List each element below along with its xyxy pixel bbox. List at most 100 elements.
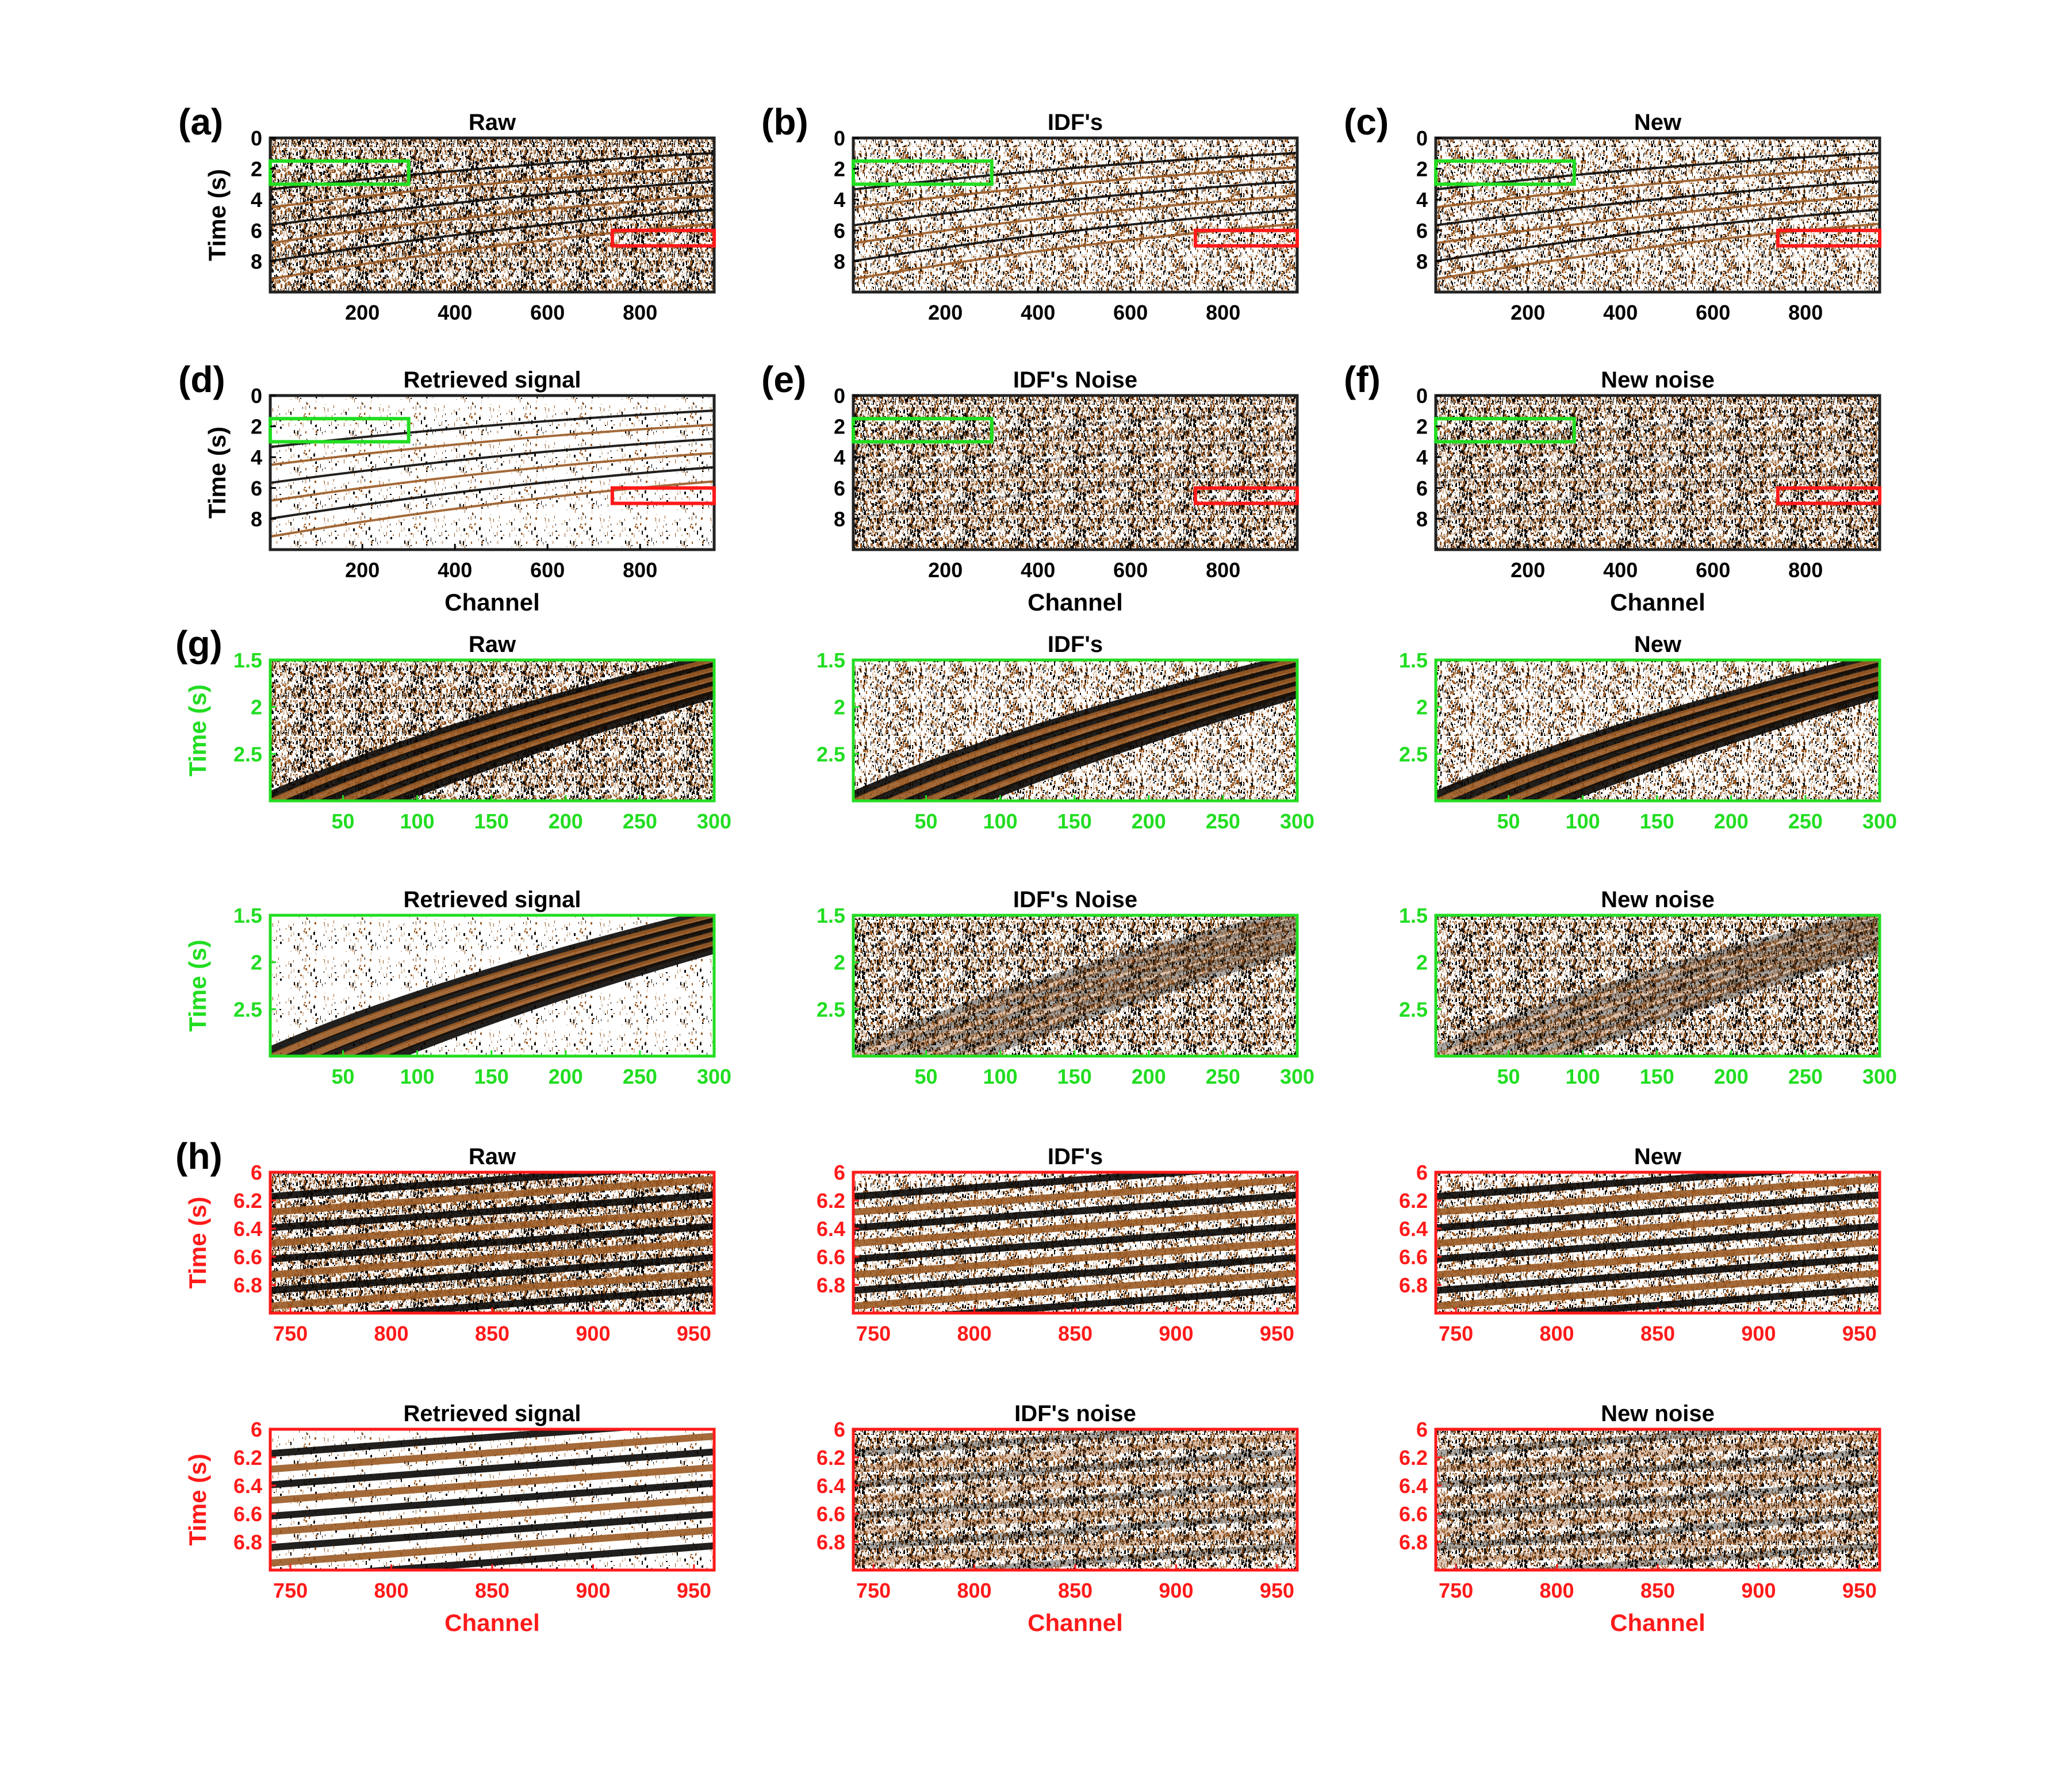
y-tick-label: 6.4 <box>1399 1217 1428 1241</box>
panel-15: 750 800 850 900 950 6 6.2 6.4 6.6 6.8 New <box>1399 1144 1881 1345</box>
reflection-event <box>1436 452 1880 502</box>
panel-8: 50 100 150 200 250 300 1.5 2 2.5 IDF's <box>816 632 1314 833</box>
y-tick-label: 2.5 <box>816 997 845 1021</box>
panel-title: IDF's <box>1048 1144 1103 1169</box>
reflection-event <box>1436 1479 1880 1520</box>
y-tick-label: 2 <box>834 158 845 181</box>
panel-18: 750 800 850 900 950 6 6.2 6.4 6.6 6.8 New noise Cha… <box>1399 1401 1881 1636</box>
x-tick-label: 200 <box>1132 809 1166 833</box>
panel-17: 750 800 850 900 950 6 6.2 6.4 6.6 6.8 IDF's noise C… <box>816 1401 1299 1636</box>
y-tick-label: 0 <box>834 126 845 150</box>
y-tick-label: 8 <box>1416 507 1428 531</box>
reflection-event <box>270 1172 645 1200</box>
x-axis-label: Channel <box>1028 589 1123 616</box>
y-tick-label: 6 <box>834 219 845 243</box>
seismic-image <box>853 915 1297 1056</box>
y-tick-label: 2 <box>834 696 845 719</box>
panel-4: 200 400 600 800 0 2 4 6 8 Retrieved signal Time (s… <box>178 359 716 616</box>
x-tick-label: 900 <box>1741 1322 1776 1345</box>
panel-13: 750 800 850 900 950 6 6.2 6.4 6.6 6.8 Raw Time (s) (… <box>175 1135 716 1345</box>
y-tick-label: 1.5 <box>1399 904 1428 927</box>
reflection-event <box>270 1479 714 1520</box>
x-tick-label: 600 <box>530 558 565 582</box>
x-tick-label: 50 <box>914 1065 937 1088</box>
reflection-event <box>270 1207 714 1247</box>
green-zoom-box <box>1434 417 1576 444</box>
y-tick-label: 6 <box>1416 1161 1428 1184</box>
x-tick-label: 100 <box>1566 1065 1600 1088</box>
reflection-event <box>853 660 1297 801</box>
panel-3: 200 400 600 800 0 2 4 6 8 New (c) <box>1344 101 1882 324</box>
seismic-image <box>853 660 1297 801</box>
reflection-event <box>923 1542 1297 1570</box>
reflection-event <box>270 466 714 520</box>
reflection-event <box>270 1254 714 1294</box>
reflection-event <box>853 466 1297 520</box>
reflection-event <box>853 915 1297 1056</box>
y-tick-label: 1.5 <box>816 649 845 672</box>
reflection-event <box>270 1448 714 1488</box>
y-tick-label: 0 <box>834 384 845 408</box>
reflection-event <box>385 945 714 1056</box>
reflection-event <box>351 936 714 1056</box>
panel-title: Retrieved signal <box>403 887 581 912</box>
x-tick-label: 800 <box>1540 1322 1574 1345</box>
x-tick-label: 750 <box>856 1579 891 1602</box>
x-tick-label: 300 <box>1280 809 1314 833</box>
panel-letter-label: (b) <box>761 101 808 143</box>
x-tick-label: 200 <box>1132 1065 1166 1088</box>
seismic-image <box>270 915 714 1056</box>
x-tick-label: 150 <box>1057 1065 1092 1088</box>
y-tick-label: 2 <box>1416 951 1428 974</box>
reflection-event <box>270 1433 714 1473</box>
y-tick-label: 6.6 <box>1399 1502 1428 1526</box>
panel-2: 200 400 600 800 0 2 4 6 8 IDF's (b) <box>761 101 1300 324</box>
reflection-event <box>270 1269 714 1310</box>
reflection-event <box>340 1542 714 1570</box>
y-tick-label: 8 <box>251 507 262 531</box>
seismic-texture <box>1436 915 1880 1056</box>
reflection-event <box>334 676 714 801</box>
x-axis-label: Channel <box>444 1609 540 1636</box>
y-tick-label: 6.2 <box>1399 1189 1428 1212</box>
seismic-texture <box>853 915 1297 1056</box>
x-tick-label: 250 <box>1206 809 1240 833</box>
x-tick-label: 950 <box>1842 1579 1877 1602</box>
plot-frame <box>269 136 716 294</box>
x-tick-label: 100 <box>983 1065 1018 1088</box>
seismic-image <box>270 660 714 801</box>
x-tick-label: 750 <box>273 1579 308 1602</box>
x-tick-label: 800 <box>623 558 657 582</box>
x-tick-label: 250 <box>1788 1065 1823 1088</box>
x-tick-label: 100 <box>983 809 1018 833</box>
y-tick-label: 8 <box>1416 250 1428 273</box>
reflection-event <box>853 1222 1297 1263</box>
y-tick-label: 4 <box>251 188 262 212</box>
x-axis-label: Channel <box>1610 1609 1705 1636</box>
panel-title: IDF's Noise <box>1013 887 1137 912</box>
reflection-event <box>1436 1207 1880 1247</box>
y-axis-label: Time (s) <box>184 684 211 776</box>
x-tick-label: 300 <box>697 1065 731 1088</box>
reflection-event <box>1534 685 1880 801</box>
x-tick-label: 900 <box>576 1579 610 1602</box>
reflection-event <box>853 1191 1297 1231</box>
reflection-event <box>1436 1222 1880 1263</box>
y-tick-label: 6.2 <box>816 1189 845 1212</box>
reflection-event <box>1448 662 1880 801</box>
reflection-event <box>270 208 714 263</box>
reflection-event <box>853 180 1297 227</box>
y-tick-label: 6.2 <box>816 1446 845 1469</box>
reflection-event <box>270 423 714 466</box>
y-tick-label: 6 <box>1416 219 1428 243</box>
x-tick-label: 400 <box>1021 558 1055 582</box>
x-tick-label: 850 <box>1640 1579 1675 1602</box>
x-tick-label: 400 <box>1603 301 1638 324</box>
plot-frame <box>1434 394 1881 551</box>
reflection-event <box>270 1464 714 1504</box>
reflection-event <box>968 690 1297 801</box>
x-tick-label: 250 <box>623 809 657 833</box>
reflection-event <box>1436 180 1880 227</box>
x-axis-label: Channel <box>444 589 540 616</box>
y-tick-label: 2 <box>251 951 262 974</box>
